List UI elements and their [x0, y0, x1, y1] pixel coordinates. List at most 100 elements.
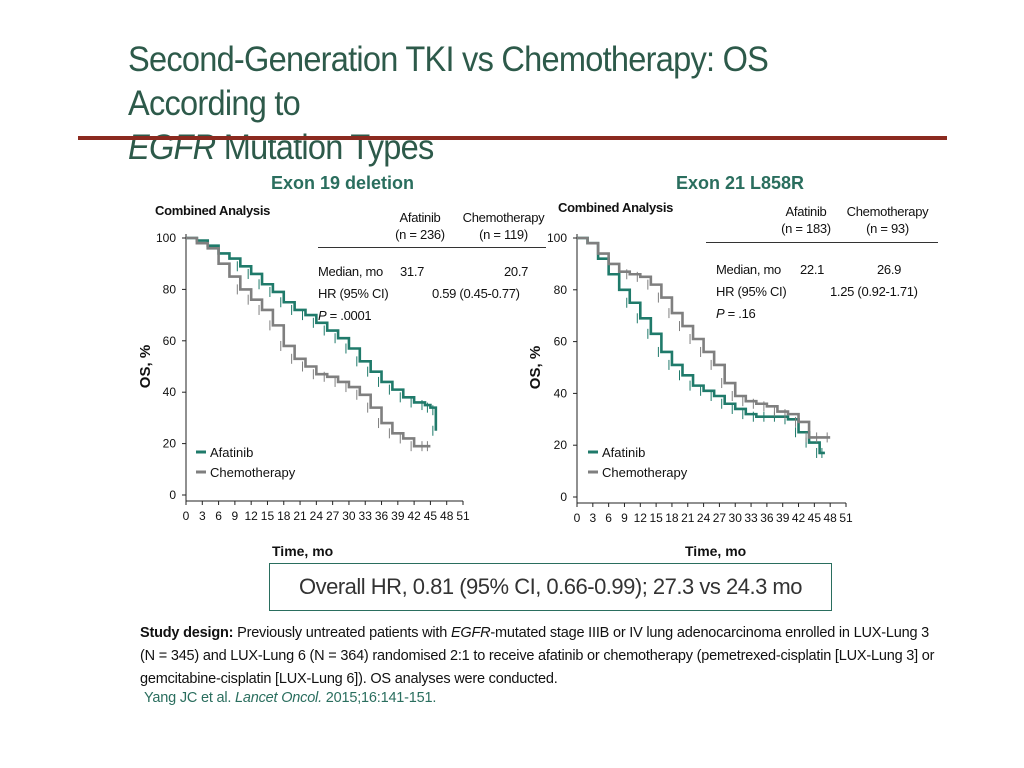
- y-tick-label-0-80: 80: [163, 282, 177, 296]
- citation-details: 2015;16:141-151.: [321, 690, 437, 706]
- header-rule-left: [318, 247, 546, 248]
- x-tick-label-1-24: 24: [697, 511, 711, 525]
- x-tick-label-0-21: 21: [293, 509, 307, 523]
- title-egfr: EGFR: [128, 128, 216, 167]
- study-design-label: Study design:: [140, 625, 234, 641]
- series-line-1-1: [577, 236, 831, 439]
- p-rest-left: = .0001: [326, 308, 372, 323]
- median-chemo-right: 26.9: [877, 262, 902, 277]
- hdr-chemo-left-label: Chemotherapy: [462, 210, 545, 225]
- median-label-left: Median, mo: [318, 264, 383, 279]
- x-tick-label-1-27: 27: [713, 511, 727, 525]
- y-tick-label-0-40: 40: [163, 385, 177, 399]
- x-tick-label-0-51: 51: [456, 509, 470, 523]
- slide-title: Second-Generation TKI vs Chemotherapy: O…: [128, 38, 891, 170]
- title-line-2-rest: Mutation Types: [215, 128, 434, 167]
- study-text-1: Previously untreated patients with: [233, 625, 451, 641]
- x-tick-label-1-0: 0: [574, 511, 581, 525]
- hdr-afatinib-left-label: Afatinib: [399, 210, 441, 225]
- title-rule: [78, 136, 947, 140]
- x-axis-label-0: Time, mo: [272, 543, 333, 559]
- x-tick-label-1-6: 6: [605, 511, 612, 525]
- series-line-0-1: [186, 236, 431, 448]
- x-tick-label-0-27: 27: [326, 509, 340, 523]
- x-tick-label-1-39: 39: [776, 511, 790, 525]
- y-tick-label-0-100: 100: [156, 231, 176, 245]
- x-tick-label-1-21: 21: [681, 511, 695, 525]
- p-italic-left: P: [318, 308, 327, 323]
- p-value-left: P = .0001: [318, 308, 372, 323]
- median-afatinib-right: 22.1: [800, 262, 825, 277]
- study-egfr: EGFR: [450, 625, 491, 641]
- hdr-afatinib-right-label: Afatinib: [785, 204, 827, 219]
- x-tick-label-1-12: 12: [634, 511, 648, 525]
- p-rest-right: = .16: [724, 306, 756, 321]
- x-tick-label-0-45: 45: [424, 509, 438, 523]
- y-tick-label-1-0: 0: [560, 490, 567, 504]
- combined-label-left: Combined Analysis: [155, 203, 271, 218]
- x-tick-label-0-3: 3: [199, 509, 206, 523]
- x-tick-label-1-18: 18: [665, 511, 679, 525]
- hr-label-left: HR (95% CI): [318, 286, 389, 301]
- y-tick-label-1-20: 20: [554, 438, 568, 452]
- legend-label-0-1: Chemotherapy: [210, 465, 296, 480]
- hdr-chemo-right-n: (n = 93): [866, 221, 909, 236]
- hdr-chemo-right-label: Chemotherapy: [846, 204, 929, 219]
- hdr-afatinib-right-n: (n = 183): [781, 221, 831, 236]
- combined-label-right: Combined Analysis: [558, 200, 674, 215]
- citation-authors: Yang JC et al.: [144, 690, 236, 706]
- study-text-2: -mutated stage IIIB or IV lung adenocarc…: [140, 625, 935, 687]
- y-tick-label-1-100: 100: [547, 231, 567, 245]
- x-tick-label-1-9: 9: [621, 511, 628, 525]
- y-tick-label-1-80: 80: [554, 283, 568, 297]
- x-tick-label-0-48: 48: [440, 509, 454, 523]
- hdr-chemo-left-n: (n = 119): [479, 227, 528, 242]
- x-axis-label-1: Time, mo: [685, 543, 746, 559]
- x-tick-label-1-42: 42: [792, 511, 806, 525]
- hdr-chemo-left: Chemotherapy (n = 119): [456, 209, 551, 243]
- hr-label-right: HR (95% CI): [716, 284, 787, 299]
- x-tick-label-0-30: 30: [342, 509, 356, 523]
- hr-value-right: 1.25 (0.92-1.71): [830, 284, 918, 299]
- x-tick-label-0-24: 24: [310, 509, 324, 523]
- x-tick-label-0-15: 15: [261, 509, 275, 523]
- citation-journal: Lancet Oncol.: [235, 690, 322, 706]
- series-line-0-0: [186, 236, 438, 431]
- panel-title-exon21: Exon 21 L858R: [676, 173, 805, 193]
- y-axis-label-1: OS, %: [527, 346, 544, 389]
- y-tick-label-0-60: 60: [163, 334, 177, 348]
- median-label-right: Median, mo: [716, 262, 781, 277]
- x-tick-label-1-36: 36: [760, 511, 774, 525]
- title-line-2: EGFR Mutation Types: [128, 126, 891, 170]
- legend-label-0-0: Afatinib: [210, 445, 253, 460]
- x-tick-label-1-45: 45: [808, 511, 822, 525]
- study-design: Study design: Previously untreated patie…: [140, 622, 940, 691]
- legend-label-1-0: Afatinib: [602, 445, 645, 460]
- x-tick-label-0-18: 18: [277, 509, 291, 523]
- x-tick-label-0-33: 33: [359, 509, 373, 523]
- y-tick-label-0-20: 20: [163, 437, 177, 451]
- x-tick-label-1-3: 3: [589, 511, 596, 525]
- p-italic-right: P: [716, 306, 725, 321]
- x-tick-label-1-15: 15: [649, 511, 663, 525]
- panel-title-exon19: Exon 19 deletion: [271, 173, 415, 193]
- x-tick-label-0-9: 9: [232, 509, 239, 523]
- overall-hr-text: Overall HR, 0.81 (95% CI, 0.66-0.99); 27…: [299, 574, 802, 599]
- hr-value-left: 0.59 (0.45-0.77): [432, 286, 520, 301]
- header-rule-right: [706, 242, 938, 243]
- p-value-right: P = .16: [716, 306, 756, 321]
- x-tick-label-0-39: 39: [391, 509, 405, 523]
- citation: Yang JC et al. Lancet Oncol. 2015;16:141…: [144, 690, 436, 706]
- hdr-afatinib-left: Afatinib (n = 236): [380, 209, 460, 243]
- y-tick-label-0-0: 0: [169, 488, 176, 502]
- legend-label-1-1: Chemotherapy: [602, 465, 688, 480]
- x-tick-label-0-6: 6: [215, 509, 222, 523]
- x-tick-label-0-42: 42: [407, 509, 421, 523]
- series-line-1-0: [577, 236, 825, 455]
- x-tick-label-1-48: 48: [823, 511, 837, 525]
- x-tick-label-0-12: 12: [244, 509, 258, 523]
- title-line-1: Second-Generation TKI vs Chemotherapy: O…: [128, 40, 769, 123]
- median-chemo-left: 20.7: [504, 264, 529, 279]
- overall-hr-box: Overall HR, 0.81 (95% CI, 0.66-0.99); 27…: [269, 563, 832, 611]
- median-afatinib-left: 31.7: [400, 264, 425, 279]
